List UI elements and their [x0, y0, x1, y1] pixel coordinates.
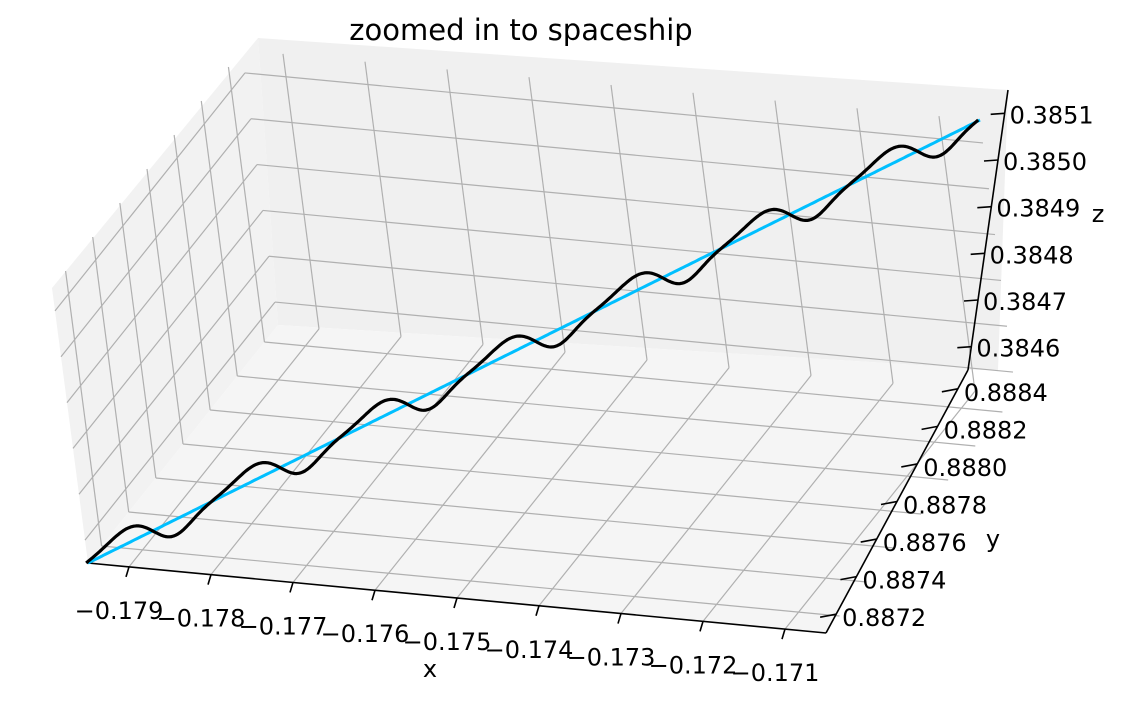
z-axis-label: z: [1092, 200, 1105, 228]
x-grid-back: [938, 116, 976, 392]
x-tick-label: −0.179: [75, 597, 164, 625]
z-grid-left: [66, 164, 258, 403]
z-tick: [990, 112, 1005, 116]
x-grid-back: [446, 69, 484, 345]
y-tick: [819, 613, 837, 619]
y-tick-label: 0.8884: [964, 379, 1048, 407]
z-tick-label: 0.3847: [983, 288, 1067, 316]
y-grid-floor: [264, 341, 1003, 413]
y-grid-floor: [101, 545, 840, 617]
y-tick: [880, 500, 898, 506]
z-grid-left: [54, 72, 246, 312]
z-tick-label: 0.3850: [1003, 148, 1087, 176]
y-axis-label: y: [986, 525, 1000, 553]
x-tick: [207, 574, 212, 585]
z-tick-label: 0.3848: [990, 241, 1074, 269]
x-tick-label: −0.174: [485, 636, 574, 664]
y-tick-label: 0.8878: [903, 492, 987, 520]
z-tick: [983, 159, 999, 162]
x-grid-back: [856, 108, 894, 384]
y-tick-label: 0.8882: [944, 416, 1028, 444]
z-ticks: 0.3846 0.3847 0.3848 0.3849 0.3850 0.3851: [957, 101, 1094, 363]
y-tick: [921, 425, 938, 431]
z-tick: [957, 345, 972, 349]
y-grid-left: [146, 168, 184, 445]
x-tick-label: −0.171: [731, 659, 820, 687]
z-grid-left: [72, 210, 264, 449]
y-tick: [901, 463, 918, 468]
z-tick: [970, 252, 985, 256]
y-grid-left: [64, 270, 103, 547]
z-tick: [963, 299, 979, 302]
z-grid-left: [84, 301, 276, 541]
y-grid-floor: [128, 511, 867, 583]
x-tick: [371, 589, 376, 601]
y-tick: [840, 575, 857, 581]
z-grid-left: [78, 255, 270, 495]
z-axis-line: [967, 89, 1009, 371]
y-grid-floor: [155, 477, 894, 549]
x-tick: [535, 605, 540, 617]
x-tick-label: −0.176: [321, 620, 410, 648]
z-tick-label: 0.3846: [976, 335, 1060, 363]
x-tick-label: −0.177: [239, 612, 328, 640]
left-pane: [52, 38, 278, 563]
axes-panes: [52, 38, 1008, 633]
chart-title: zoomed in to spaceship: [349, 13, 692, 47]
x-grid-back: [774, 100, 812, 376]
x-axis-label: x: [423, 655, 437, 683]
x-tick-label: −0.173: [567, 644, 656, 672]
z-grid-back: [256, 163, 996, 236]
y-tick-label: 0.8880: [923, 454, 1007, 482]
series-line-oscillating: [85, 118, 980, 565]
z-grid-left: [60, 118, 252, 358]
z-tick-label: 0.3849: [996, 195, 1080, 223]
x-tick-label: −0.178: [157, 605, 246, 633]
x-tick: [125, 566, 130, 578]
y-tick: [860, 538, 877, 543]
x-tick: [781, 628, 786, 640]
y-tick: [941, 387, 959, 393]
x-grid-back: [282, 53, 320, 329]
x-tick: [617, 613, 622, 624]
floor-pane: [88, 325, 998, 633]
x-tick: [289, 582, 294, 593]
z-tick: [977, 205, 992, 209]
y-grid-floor: [237, 375, 976, 447]
y-grid-left: [200, 100, 238, 377]
y-grid-left: [92, 236, 130, 513]
y-tick-label: 0.8872: [842, 604, 926, 632]
z-grid-back: [244, 72, 984, 144]
x-grid-back: [610, 84, 648, 361]
y-ticks: 0.8872 0.8874 0.8876 0.8878 0.8880 0.8882 0.88…: [819, 379, 1048, 632]
x-grid-back: [528, 77, 566, 353]
z-grid-back: [262, 209, 1002, 282]
y-grid-left: [119, 202, 157, 479]
y-tick-label: 0.8874: [862, 567, 946, 595]
x-grid-back: [692, 92, 730, 368]
z-grid-back: [274, 301, 1014, 373]
z-tick-label: 0.3851: [1010, 101, 1094, 129]
x-tick: [453, 597, 458, 609]
back-pane: [258, 38, 1008, 370]
y-grid-floor: [210, 409, 949, 481]
x-ticks: −0.179−0.178−0.177−0.176−0.175−0.174−0.1…: [75, 566, 820, 687]
y-tick-label: 0.8876: [883, 529, 967, 557]
x-grid-back: [364, 61, 402, 337]
y-grid-left: [227, 66, 266, 343]
x-tick-label: −0.175: [403, 628, 492, 656]
y-grid-left: [173, 134, 211, 411]
series-group: [85, 118, 981, 565]
x-tick: [699, 621, 704, 632]
x-tick-label: −0.172: [649, 651, 738, 679]
